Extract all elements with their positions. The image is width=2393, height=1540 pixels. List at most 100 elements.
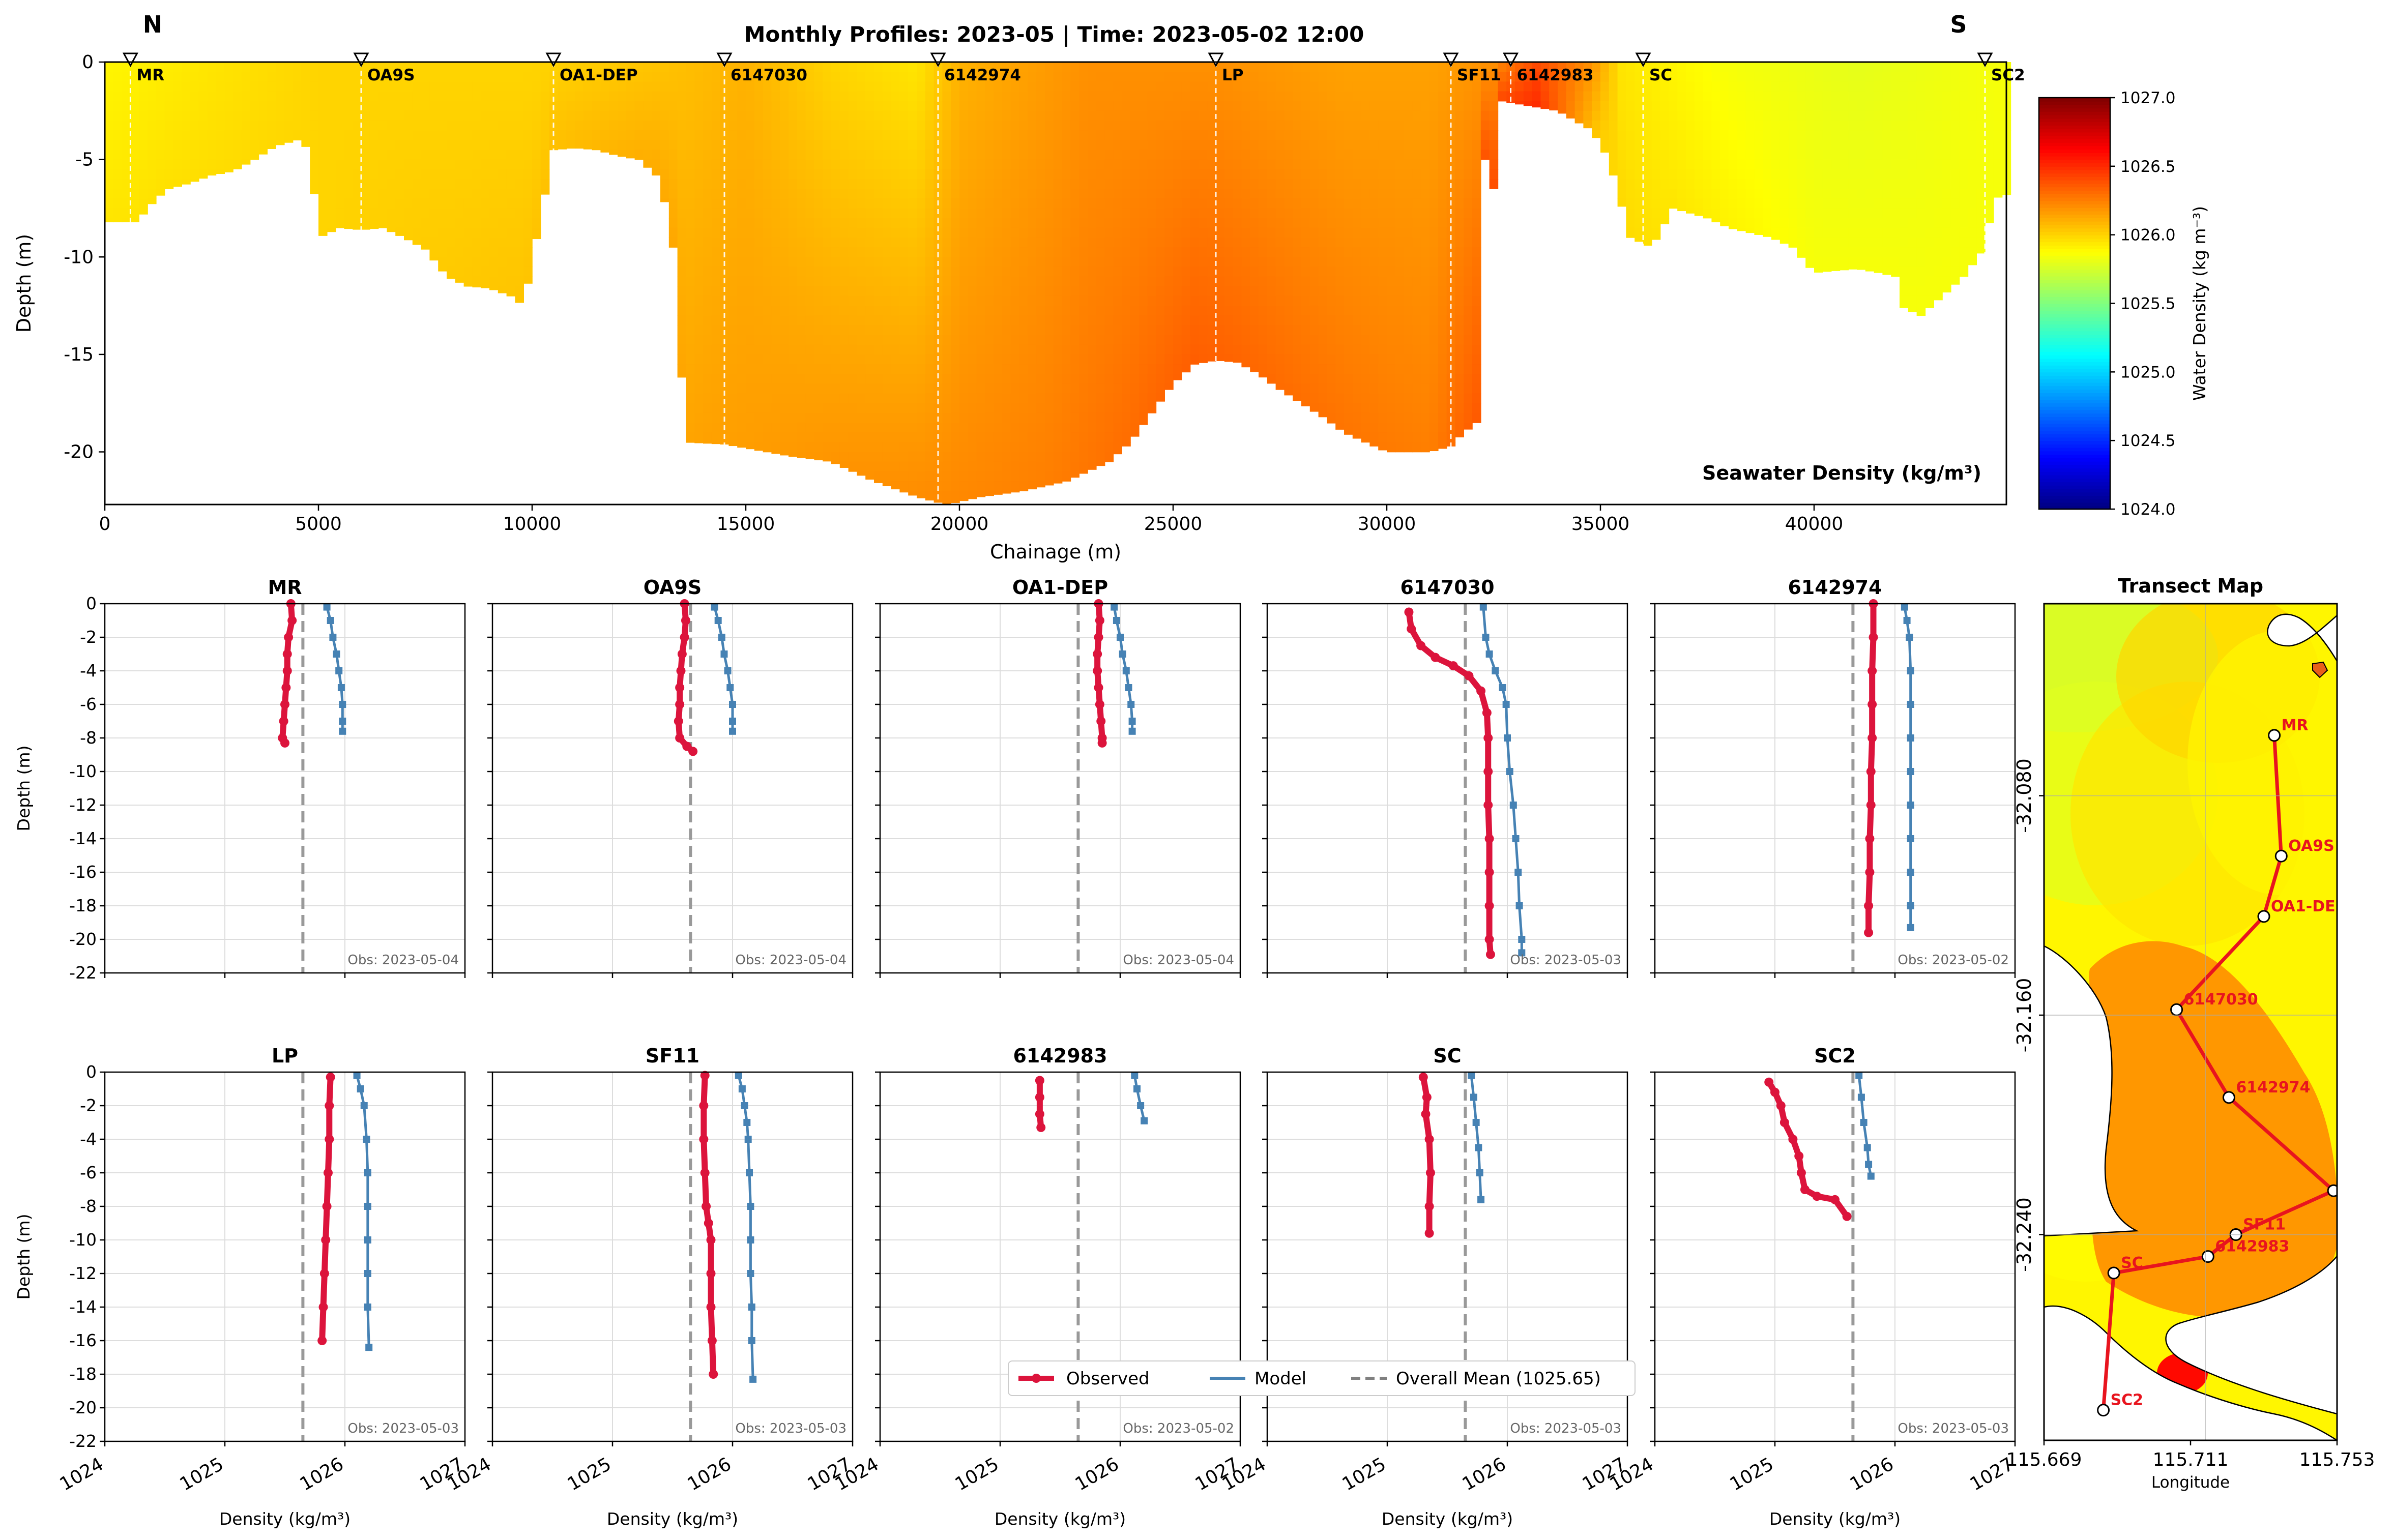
density-cell (1216, 218, 1225, 228)
density-cell (1062, 120, 1071, 131)
density-cell (1369, 169, 1379, 180)
density-cell (1301, 306, 1310, 316)
density-cell (1309, 110, 1319, 121)
density-cell (429, 110, 439, 121)
density-cell (540, 150, 550, 160)
density-cell (301, 130, 310, 141)
density-cell (1173, 62, 1182, 72)
density-cell (1412, 432, 1421, 443)
density-cell (1293, 169, 1302, 180)
density-cell (1395, 393, 1405, 404)
density-cell (148, 189, 157, 199)
density-cell (1088, 344, 1097, 355)
density-cell (789, 403, 798, 413)
density-cell (344, 81, 353, 92)
density-cell (1045, 461, 1054, 472)
density-cell (839, 412, 849, 423)
density-cell (1062, 101, 1071, 111)
density-cell (874, 198, 883, 209)
density-cell (797, 72, 806, 82)
density-cell (1113, 179, 1122, 189)
density-cell (1062, 364, 1071, 375)
density-cell (1036, 208, 1045, 219)
density-cell (1480, 81, 1490, 92)
density-cell (173, 81, 182, 92)
density-cell (925, 374, 935, 384)
density-cell (1361, 344, 1370, 355)
density-cell (447, 169, 456, 180)
density-cell (985, 452, 994, 462)
density-cell (985, 227, 994, 238)
density-cell (353, 208, 362, 219)
density-cell (1318, 81, 1328, 92)
density-cell (1361, 325, 1370, 336)
density-cell (404, 91, 413, 102)
density-cell (1429, 179, 1439, 189)
density-cell (472, 276, 481, 287)
density-cell (1164, 72, 1174, 82)
density-cell (1207, 315, 1216, 326)
density-cell (583, 101, 593, 111)
density-cell (438, 72, 447, 82)
density-cell (318, 140, 328, 151)
density-cell (805, 325, 815, 336)
density-cell (626, 72, 635, 82)
density-cell (293, 110, 302, 121)
density-cell (959, 198, 969, 209)
density-cell (1412, 91, 1421, 102)
density-cell (1352, 218, 1362, 228)
density-cell (703, 91, 712, 102)
density-cell (839, 461, 849, 468)
density-cell (1164, 189, 1174, 199)
density-cell (703, 354, 712, 365)
density-cell (1147, 227, 1157, 238)
density-cell (438, 150, 447, 160)
density-cell (498, 81, 507, 92)
density-cell (156, 130, 165, 141)
density-cell (1267, 140, 1276, 151)
density-cell (1489, 62, 1499, 72)
density-cell (1472, 179, 1481, 189)
density-cell (1455, 344, 1464, 355)
density-cell (1122, 110, 1131, 121)
density-cell (959, 120, 969, 131)
density-cell (506, 120, 516, 131)
density-cell (728, 442, 738, 447)
density-cell (489, 91, 499, 102)
density-cell (1421, 237, 1430, 248)
density-cell (130, 169, 139, 180)
density-cell (865, 364, 874, 375)
density-cell (1207, 276, 1216, 287)
density-cell (899, 91, 909, 102)
density-cell (1164, 247, 1174, 258)
density-cell (1472, 150, 1481, 160)
density-cell (1062, 423, 1071, 433)
density-cell (677, 198, 687, 209)
density-cell (1002, 344, 1011, 355)
density-cell (1036, 101, 1045, 111)
density-cell (848, 198, 858, 209)
density-cell (1096, 257, 1105, 268)
density-cell (1421, 276, 1430, 287)
density-cell (190, 169, 199, 180)
density-cell (1096, 140, 1105, 151)
density-cell (848, 208, 858, 219)
density-cell (395, 72, 404, 82)
density-cell (1147, 179, 1157, 189)
density-cell (985, 306, 994, 316)
density-cell (1412, 150, 1421, 160)
density-cell (1088, 306, 1097, 316)
density-cell (1156, 276, 1165, 287)
density-cell (1651, 62, 1661, 72)
density-cell (1335, 335, 1345, 345)
density-cell (652, 120, 661, 131)
density-cell (1361, 140, 1370, 151)
density-cell (1651, 179, 1661, 189)
density-cell (857, 266, 866, 277)
density-cell (1139, 62, 1148, 72)
density-cell (156, 189, 165, 196)
density-cell (951, 354, 960, 365)
density-cell (506, 169, 516, 180)
density-cell (1053, 227, 1063, 238)
density-cell (1361, 266, 1370, 277)
